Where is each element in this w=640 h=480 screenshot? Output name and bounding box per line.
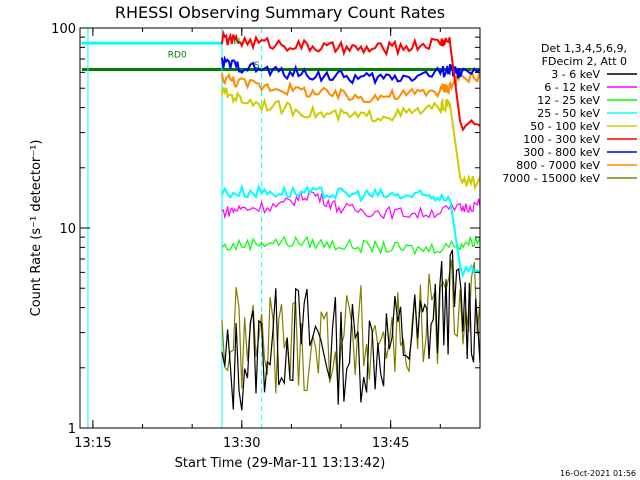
y-tick-label: 10	[59, 222, 76, 237]
series-line-7000-15000kev	[221, 259, 480, 394]
x-tick-label: 13:15	[74, 436, 111, 451]
series-line-100-300kev	[220, 29, 480, 132]
legend-entry-label: 25 - 50 keV	[537, 107, 600, 120]
y-axis: 1 10 100	[51, 22, 480, 437]
legend-header-line: Det 1,3,4,5,6,9,	[541, 42, 627, 55]
series-line-3-6kev	[221, 249, 480, 411]
x-axis: 13:15 13:30 13:45	[74, 28, 441, 451]
plot-area: RD0 N S	[81, 28, 480, 428]
plot-annotation: N	[233, 37, 240, 47]
plot-annotation: RD0	[168, 51, 187, 61]
series-line-25-50kev	[220, 183, 480, 279]
plot-frame	[79, 27, 481, 429]
legend-entry-label: 300 - 800 keV	[523, 146, 600, 159]
y-tick-label: 1	[68, 422, 76, 437]
series-line-50-100kev	[220, 87, 480, 191]
x-tick-label: 13:30	[223, 436, 260, 451]
series-line-6-12kev	[221, 191, 480, 221]
legend-entry-label: 100 - 300 keV	[523, 133, 600, 146]
x-axis-label: Start Time (29-Mar-11 13:13:42)	[175, 456, 386, 471]
series-line-12-25kev	[221, 234, 480, 256]
legend-entry-label: 800 - 7000 keV	[516, 159, 600, 172]
legend-entry-label: 6 - 12 keV	[544, 81, 600, 94]
footer-timestamp: 16-Oct-2021 01:56	[560, 469, 636, 478]
legend-header-line: FDecim 2, Att 0	[542, 55, 627, 68]
legend-entry-label: 50 - 100 keV	[530, 120, 600, 133]
legend-entry-label: 7000 - 15000 keV	[502, 172, 600, 185]
series-line-300-800kev	[220, 55, 480, 86]
legend-entry-label: 12 - 25 keV	[537, 94, 600, 107]
y-axis-label: Count Rate (s⁻¹ detector⁻¹)	[29, 140, 44, 317]
legend-entry-label: 3 - 6 keV	[551, 68, 600, 81]
chart-title: RHESSI Observing Summary Count Rates	[115, 3, 445, 22]
series-line-800-7000kev	[220, 68, 480, 104]
y-tick-label: 100	[51, 22, 76, 37]
plot-annotation: S	[254, 61, 260, 71]
x-tick-label: 13:45	[372, 436, 409, 451]
legend: Det 1,3,4,5,6,9,FDecim 2, Att 03 - 6 keV…	[502, 42, 637, 185]
axes	[79, 27, 481, 429]
